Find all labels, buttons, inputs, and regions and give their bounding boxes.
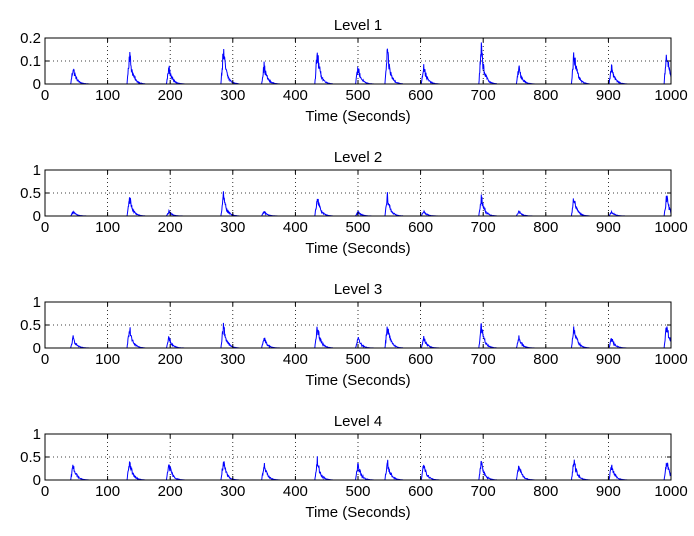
x-tick-label: 1000: [654, 483, 687, 500]
x-tick-label: 800: [533, 219, 558, 236]
y-tick-label: 0: [33, 472, 41, 489]
x-tick-label: 900: [596, 351, 621, 368]
x-tick-label: 800: [533, 87, 558, 104]
y-tick-label: 1: [33, 426, 41, 443]
x-tick-label: 600: [408, 87, 433, 104]
x-tick-label: 200: [158, 351, 183, 368]
y-tick-label: 0.5: [20, 185, 41, 202]
x-tick-label: 500: [345, 219, 370, 236]
x-tick-label: 0: [41, 483, 49, 500]
x-tick-label: 200: [158, 87, 183, 104]
x-tick-label: 100: [95, 483, 120, 500]
x-tick-label: 900: [596, 219, 621, 236]
x-tick-label: 500: [345, 483, 370, 500]
subplot-title: Level 2: [334, 149, 382, 166]
subplot-2: Level 2 0 100 200 300 400 500 600 700 800 900 1000 0…: [20, 149, 688, 257]
y-tick-label: 0.5: [20, 317, 41, 334]
x-tick-label: 900: [596, 87, 621, 104]
x-tick-label: 100: [95, 87, 120, 104]
subplot-title: Level 1: [334, 17, 382, 34]
x-axis-label: Time (Seconds): [305, 108, 410, 125]
x-tick-label: 400: [283, 87, 308, 104]
x-axis-label: Time (Seconds): [305, 372, 410, 389]
y-tick-label: 0: [33, 208, 41, 225]
x-tick-label: 100: [95, 219, 120, 236]
x-tick-label: 700: [471, 87, 496, 104]
x-tick-label: 1000: [654, 87, 687, 104]
x-tick-label: 900: [596, 483, 621, 500]
x-tick-label: 0: [41, 219, 49, 236]
x-tick-label: 500: [345, 351, 370, 368]
subplot-1: Level 1 0 100 200 300 400 500 600 700 800 900 1000 0…: [20, 17, 688, 125]
x-tick-label: 800: [533, 351, 558, 368]
y-tick-label: 0.1: [20, 53, 41, 70]
subplot-title: Level 3: [334, 281, 382, 298]
x-tick-label: 200: [158, 219, 183, 236]
x-tick-label: 600: [408, 219, 433, 236]
x-tick-label: 400: [283, 351, 308, 368]
x-tick-label: 500: [345, 87, 370, 104]
x-tick-label: 1000: [654, 351, 687, 368]
x-tick-label: 0: [41, 351, 49, 368]
x-tick-label: 600: [408, 483, 433, 500]
x-tick-label: 400: [283, 219, 308, 236]
x-tick-label: 800: [533, 483, 558, 500]
y-tick-label: 0: [33, 76, 41, 93]
x-tick-label: 600: [408, 351, 433, 368]
x-tick-label: 300: [220, 351, 245, 368]
subplot-3: Level 3 0 100 200 300 400 500 600 700 800 900 1000 0…: [20, 281, 688, 389]
subplot-4: Level 4 0 100 200 300 400 500 600 700 800 900 1000 0…: [20, 413, 688, 521]
subplot-title: Level 4: [334, 413, 382, 430]
x-axis-label: Time (Seconds): [305, 240, 410, 257]
x-tick-label: 100: [95, 351, 120, 368]
x-tick-label: 700: [471, 483, 496, 500]
x-tick-label: 400: [283, 483, 308, 500]
x-axis-label: Time (Seconds): [305, 504, 410, 521]
x-tick-label: 1000: [654, 219, 687, 236]
y-tick-label: 0: [33, 340, 41, 357]
y-tick-label: 1: [33, 162, 41, 179]
x-tick-label: 300: [220, 87, 245, 104]
x-tick-label: 700: [471, 219, 496, 236]
y-tick-label: 0.2: [20, 30, 41, 47]
y-tick-label: 1: [33, 294, 41, 311]
x-tick-label: 0: [41, 87, 49, 104]
x-tick-label: 700: [471, 351, 496, 368]
y-tick-label: 0.5: [20, 449, 41, 466]
x-tick-label: 300: [220, 219, 245, 236]
x-tick-label: 200: [158, 483, 183, 500]
x-tick-label: 300: [220, 483, 245, 500]
